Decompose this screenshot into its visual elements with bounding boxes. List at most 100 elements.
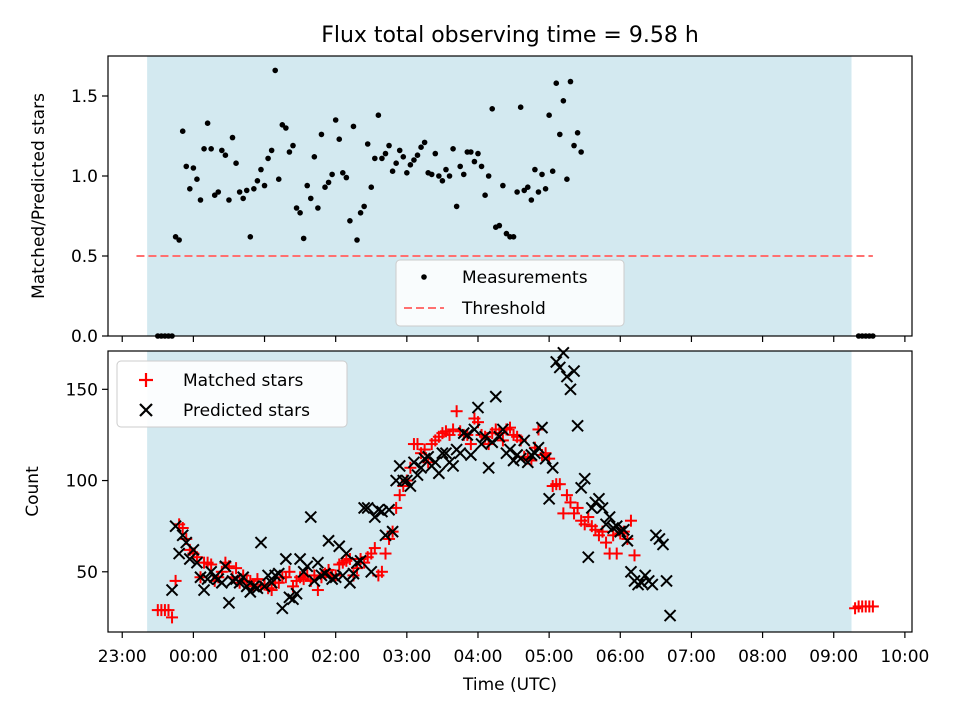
- measurement-point: [279, 122, 286, 128]
- predicted-star-point: [493, 430, 506, 443]
- measurement-point: [478, 163, 485, 170]
- predicted-star-point: [532, 441, 545, 454]
- predicted-star-point: [635, 576, 648, 589]
- predicted-star-point: [453, 446, 467, 460]
- predicted-star-point: [286, 592, 300, 606]
- measurement-point: [528, 197, 535, 203]
- matched-star-point: [447, 423, 460, 436]
- measurement-point: [343, 174, 350, 181]
- matched-star-point: [375, 565, 388, 578]
- y-tick-label: 0.5: [71, 247, 98, 267]
- predicted-star-point: [251, 582, 264, 595]
- matched-star-point: [166, 611, 179, 624]
- predicted-stars-points: [165, 346, 677, 622]
- predicted-star-point: [219, 560, 232, 573]
- chart-title: Flux total observing time = 9.58 h: [321, 23, 699, 48]
- predicted-star-point: [638, 569, 652, 582]
- matched-star-point: [230, 562, 243, 575]
- count-plot-frame: [107, 350, 913, 633]
- predicted-star-point: [621, 534, 634, 547]
- matched-star-point: [557, 507, 570, 520]
- predicted-star-point: [233, 576, 246, 589]
- measurement-point: [432, 150, 439, 157]
- predicted-star-point: [354, 554, 367, 568]
- predicted-star-point: [315, 569, 328, 582]
- x-tick-label: 05:00: [525, 647, 574, 667]
- measurement-point: [368, 184, 375, 190]
- predicted-star-point: [325, 572, 339, 586]
- predicted-star-point: [301, 560, 314, 573]
- measurement-point: [240, 195, 246, 202]
- predicted-star-point: [187, 543, 200, 557]
- predicted-star-point: [663, 609, 677, 622]
- predicted-star-point: [368, 510, 382, 524]
- predicted-star-point: [372, 503, 385, 516]
- x-tick-label: 23:00: [98, 647, 147, 667]
- measurement-point: [386, 142, 392, 149]
- predicted-star-point: [236, 571, 250, 584]
- predicted-star-point: [432, 467, 446, 480]
- measurement-point: [564, 176, 570, 182]
- measurement-point: [197, 197, 204, 203]
- predicted-star-point: [518, 434, 531, 447]
- measurement-point: [500, 182, 506, 189]
- matched-star-point: [600, 536, 613, 549]
- measurement-point: [389, 168, 396, 174]
- matched-star-point: [610, 547, 623, 560]
- predicted-star-point: [599, 518, 613, 531]
- measurement-point: [243, 187, 250, 194]
- predicted-star-point: [165, 583, 179, 597]
- predicted-star-point: [521, 456, 534, 469]
- measurement-point: [179, 128, 186, 134]
- measurement-point: [190, 165, 197, 171]
- measurement-point: [471, 158, 478, 165]
- measurement-point: [414, 152, 421, 158]
- predicted-star-point: [596, 501, 609, 515]
- predicted-star-point: [247, 580, 261, 593]
- predicted-star-point: [379, 529, 392, 542]
- predicted-star-point: [397, 474, 410, 487]
- measurement-point: [372, 155, 378, 162]
- y-tick-label: 0.0: [71, 327, 98, 347]
- predicted-star-point: [169, 519, 182, 533]
- predicted-star-point: [610, 519, 623, 533]
- measurement-point: [535, 189, 542, 195]
- predicted-star-point: [489, 390, 502, 403]
- measurement-point: [261, 182, 268, 189]
- measurement-point: [567, 78, 574, 85]
- predicted-star-point: [606, 521, 620, 535]
- ratio-legend-box: [395, 259, 625, 327]
- predicted-star-point: [172, 547, 186, 560]
- measurement-point: [571, 142, 577, 149]
- measurement-point: [460, 171, 467, 178]
- predicted-star-point: [578, 472, 591, 485]
- measurement-point: [517, 104, 524, 110]
- predicted-star-point: [603, 510, 616, 524]
- measurement-point: [350, 123, 357, 130]
- predicted-star-point: [592, 492, 606, 506]
- measurement-point: [400, 154, 407, 160]
- predicted-star-point: [265, 576, 278, 589]
- predicted-star-point: [457, 426, 470, 440]
- predicted-star-point: [176, 529, 189, 542]
- measurement-point: [293, 205, 300, 211]
- measurement-point: [521, 187, 528, 194]
- matched-star-point: [379, 547, 392, 560]
- predicted-star-point: [318, 567, 332, 580]
- predicted-star-point: [283, 591, 296, 604]
- predicted-star-point: [585, 501, 599, 515]
- predicted-star-point: [393, 459, 406, 473]
- measurement-point: [208, 146, 214, 152]
- x-tick-label: 08:00: [738, 647, 787, 667]
- measurement-point: [204, 120, 211, 126]
- measurement-point: [304, 182, 311, 189]
- measurement-point: [215, 189, 222, 195]
- predicted-star-point: [375, 505, 389, 518]
- measurement-point: [557, 131, 563, 138]
- predicted-star-point: [222, 596, 236, 610]
- measurement-point: [361, 203, 367, 210]
- measurement-point: [172, 234, 179, 240]
- measurement-point: [229, 134, 236, 141]
- predicted-star-point: [461, 428, 474, 442]
